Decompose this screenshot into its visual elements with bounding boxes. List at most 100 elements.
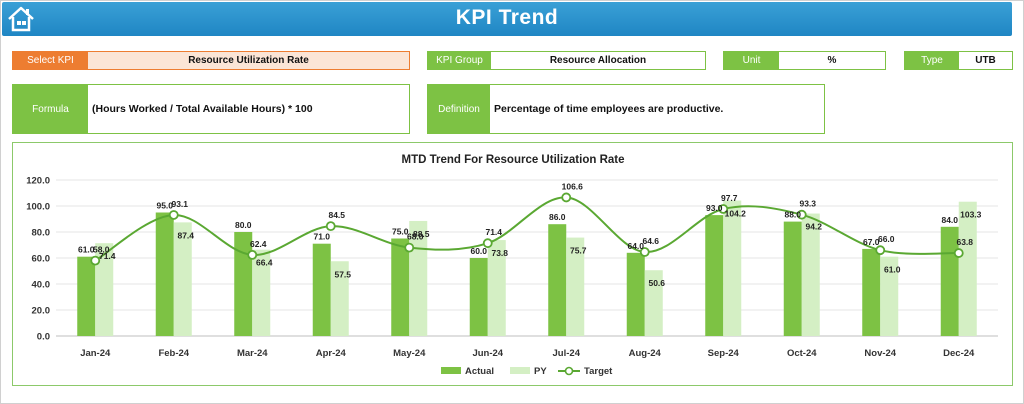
- py-bar: [880, 256, 899, 336]
- formula-label: Formula: [13, 85, 88, 133]
- select-kpi-value[interactable]: Resource Utilization Rate: [88, 52, 409, 69]
- target-data-label: 62.4: [250, 239, 267, 249]
- actual-data-label: 61.0: [78, 245, 95, 255]
- legend-py-swatch: [510, 367, 530, 374]
- target-data-label: 63.8: [956, 237, 973, 247]
- actual-data-label: 67.0: [863, 237, 880, 247]
- legend-py-label: PY: [534, 366, 547, 377]
- definition-box: Definition Percentage of time employees …: [427, 84, 825, 134]
- py-bar: [801, 213, 820, 336]
- chart-title: MTD Trend For Resource Utilization Rate: [402, 154, 625, 166]
- target-data-label: 93.1: [171, 199, 188, 209]
- actual-data-label: 95.0: [156, 201, 173, 211]
- py-data-label: 66.4: [256, 258, 273, 268]
- actual-data-label: 64.0: [627, 241, 644, 251]
- chart-panel: MTD Trend For Resource Utilization Rate …: [12, 142, 1013, 386]
- target-point: [875, 245, 886, 256]
- actual-data-label: 88.0: [784, 210, 801, 220]
- x-tick-label: Dec-24: [943, 348, 975, 359]
- py-data-label: 61.0: [884, 265, 901, 275]
- py-data-label: 50.6: [648, 278, 665, 288]
- x-tick-label: Sep-24: [708, 348, 740, 359]
- actual-data-label: 80.0: [235, 220, 252, 230]
- target-data-label: 106.6: [562, 181, 584, 191]
- py-bar: [723, 200, 742, 336]
- target-point: [90, 255, 101, 266]
- x-tick-label: Nov-24: [864, 348, 896, 359]
- target-data-label: 97.7: [721, 193, 738, 203]
- target-data-label: 84.5: [328, 210, 345, 220]
- actual-data-label: 93.0: [706, 203, 723, 213]
- x-tick-label: Feb-24: [158, 348, 189, 359]
- target-data-label: 66.0: [878, 234, 895, 244]
- y-tick-label: 60.0: [32, 254, 51, 265]
- py-bar: [330, 261, 349, 336]
- x-tick-label: May-24: [393, 348, 426, 359]
- py-data-label: 88.5: [413, 229, 430, 239]
- target-point: [325, 221, 336, 232]
- formula-value: (Hours Worked / Total Available Hours) *…: [92, 103, 313, 115]
- py-bar: [252, 249, 271, 336]
- page-title: KPI Trend: [455, 6, 559, 29]
- formula-box: Formula (Hours Worked / Total Available …: [12, 84, 410, 134]
- actual-bar: [705, 215, 724, 336]
- select-kpi-field[interactable]: Select KPI Resource Utilization Rate: [12, 51, 410, 70]
- py-bar: [95, 243, 114, 336]
- target-point: [561, 192, 572, 203]
- py-bar: [487, 240, 506, 336]
- py-data-label: 94.2: [805, 222, 822, 232]
- legend-actual-swatch: [441, 367, 461, 374]
- target-point: [168, 210, 179, 220]
- x-tick-label: Oct-24: [787, 348, 817, 359]
- target-point: [639, 247, 650, 257]
- py-bar: [644, 270, 663, 336]
- py-data-label: 71.4: [99, 251, 116, 261]
- header-bar: KPI Trend: [2, 2, 1012, 36]
- py-bar: [566, 237, 585, 336]
- target-data-label: 93.3: [799, 199, 816, 209]
- actual-bar: [234, 232, 253, 336]
- type-label: Type: [905, 52, 959, 69]
- home-icon[interactable]: [6, 4, 36, 34]
- x-tick-label: Apr-24: [316, 348, 347, 359]
- actual-bar: [469, 258, 488, 336]
- x-tick-label: Aug-24: [629, 348, 662, 359]
- legend-actual-label: Actual: [465, 366, 494, 377]
- select-kpi-label: Select KPI: [13, 52, 88, 69]
- y-tick-label: 0.0: [37, 332, 50, 343]
- actual-bar: [862, 248, 881, 336]
- actual-bar: [155, 212, 174, 336]
- actual-bar: [548, 224, 567, 336]
- x-tick-label: Jul-24: [553, 348, 581, 359]
- py-bar: [173, 222, 192, 336]
- actual-bar: [77, 256, 96, 336]
- actual-bar: [312, 243, 331, 336]
- py-data-label: 104.2: [725, 209, 747, 219]
- target-data-label: 68.0: [407, 232, 424, 242]
- kpi-group-field: KPI Group Resource Allocation: [427, 51, 706, 70]
- py-data-label: 87.4: [177, 230, 194, 240]
- y-tick-label: 20.0: [32, 306, 51, 317]
- type-field: Type UTB: [904, 51, 1013, 70]
- x-tick-label: Jan-24: [80, 348, 111, 359]
- y-tick-label: 80.0: [32, 228, 51, 239]
- py-data-label: 57.5: [334, 269, 351, 279]
- definition-label: Definition: [428, 85, 490, 133]
- actual-data-label: 86.0: [549, 212, 566, 222]
- actual-bar: [391, 238, 410, 336]
- py-data-label: 75.7: [570, 246, 587, 256]
- type-value: UTB: [975, 55, 996, 66]
- trend-chart: MTD Trend For Resource Utilization Rate …: [26, 154, 998, 377]
- py-data-label: 73.8: [491, 248, 508, 258]
- legend-target-label: Target: [584, 366, 613, 377]
- target-point: [953, 248, 964, 258]
- actual-data-label: 84.0: [941, 215, 958, 225]
- actual-data-label: 60.0: [470, 246, 487, 256]
- kpi-group-value: Resource Allocation: [549, 55, 647, 66]
- target-point: [718, 204, 729, 214]
- y-tick-label: 40.0: [32, 280, 51, 291]
- x-tick-label: Jun-24: [472, 348, 503, 359]
- target-line: [94, 196, 959, 262]
- actual-data-label: 75.0: [392, 227, 409, 237]
- target-data-label: 71.4: [485, 227, 502, 237]
